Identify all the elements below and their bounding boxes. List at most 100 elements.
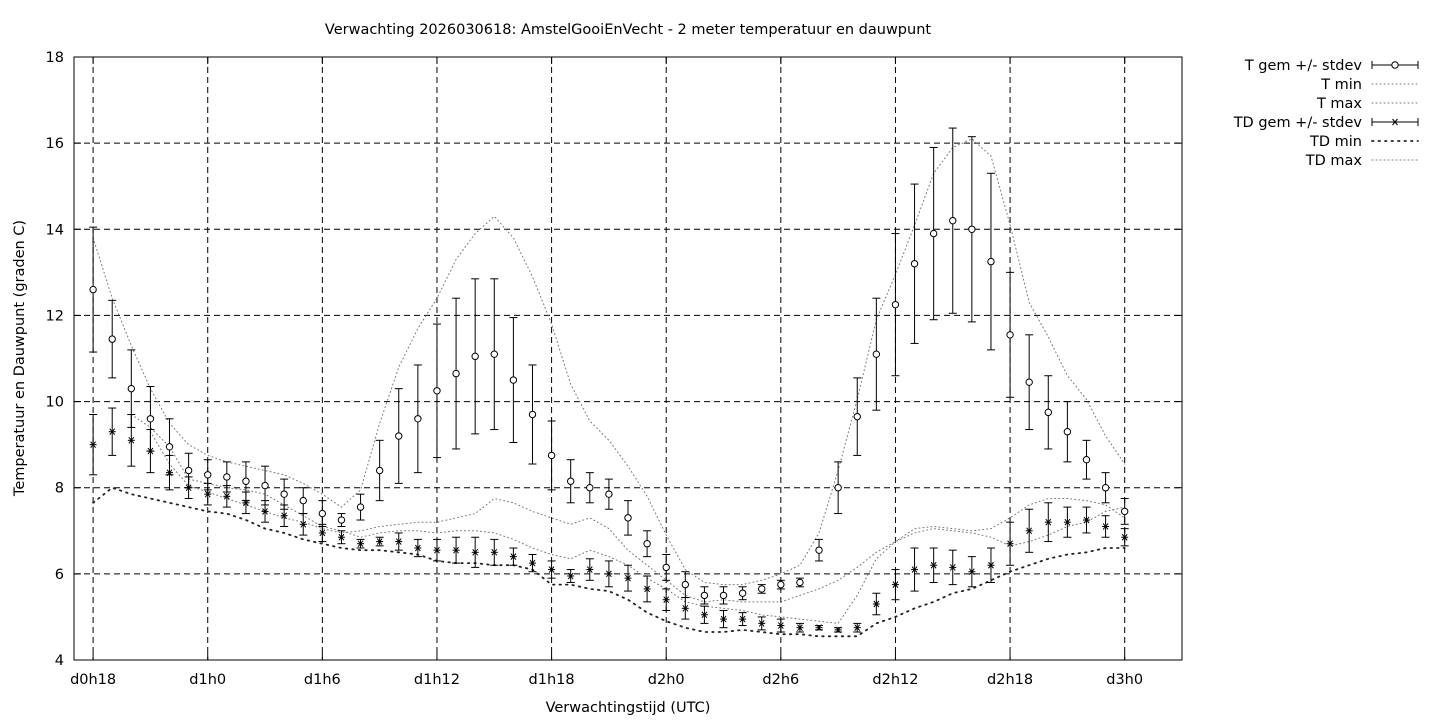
td-mean-point	[776, 618, 785, 633]
t-mean-point	[757, 584, 766, 594]
td-mean-point	[413, 538, 422, 558]
chart-title: Verwachting 2026030618: AmstelGooiEnVech…	[325, 22, 931, 38]
td-mean-point	[872, 592, 881, 616]
td-mean-point	[853, 622, 862, 633]
td-mean-point	[795, 622, 804, 633]
y-tick-label: 14	[46, 222, 64, 238]
td-mean-point	[127, 413, 136, 467]
t-mean-point	[1101, 472, 1110, 504]
t-mean-point	[1044, 375, 1053, 450]
x-tick-label: d1h0	[189, 672, 226, 688]
t-mean-point	[471, 278, 480, 435]
td-mean-point	[89, 413, 98, 476]
y-tick-label: 16	[46, 136, 64, 152]
t-mean-point	[394, 388, 403, 484]
td-mean-point	[241, 491, 250, 515]
t-mean-point	[356, 493, 365, 521]
td-mean-point	[604, 560, 613, 588]
legend-swatch	[1371, 61, 1419, 69]
td-mean-point	[910, 547, 919, 592]
td-mean-point	[471, 536, 480, 568]
t-mean-point	[566, 459, 575, 504]
td-mean-point	[1025, 508, 1034, 553]
t-mean-point	[432, 323, 441, 459]
t-mean-point	[375, 439, 384, 502]
td-mean-point	[528, 553, 537, 573]
t-mean-point	[700, 586, 709, 605]
td-mean-point	[757, 616, 766, 631]
x-tick-label: d2h12	[872, 672, 918, 688]
y-tick-label: 12	[46, 308, 64, 324]
legend-label: TD min	[1309, 134, 1362, 150]
y-tick-label: 4	[55, 653, 64, 669]
axis-ticks: 4 6 8 10 12 14 16 18 d0h18 d1h0 d1h6 d1h12 d1h18 d2h0…	[46, 50, 1182, 688]
td-mean-point	[280, 504, 289, 527]
td-mean-point	[566, 569, 575, 583]
legend: T gem +/- stdev T min T max TD gem +/- stde…	[1233, 58, 1419, 169]
t-mean-point	[776, 579, 785, 590]
td-mean-point	[719, 609, 728, 629]
y-tick-label: 6	[55, 567, 64, 583]
t-mean-point	[1025, 334, 1034, 431]
td-mean-point	[184, 476, 193, 499]
legend-label: TD gem +/- stdev	[1233, 115, 1363, 131]
legend-label: T gem +/- stdev	[1244, 58, 1363, 74]
td-mean-point	[146, 429, 155, 474]
x-tick-label: d2h18	[987, 672, 1033, 688]
td-mean-point	[375, 536, 384, 547]
td-mean-point	[203, 482, 212, 506]
t-mean-point	[604, 478, 613, 510]
td-mean-point	[738, 612, 747, 627]
t-min-line	[149, 431, 1126, 603]
t-mean-point	[528, 364, 537, 465]
t-mean-point	[490, 278, 499, 431]
x-tick-label: d1h6	[304, 672, 341, 688]
td-mean-point	[432, 538, 441, 562]
t-mean-point	[986, 172, 995, 351]
t-mean-point	[1082, 439, 1091, 480]
td-mean-point	[490, 538, 499, 566]
y-tick-label: 8	[55, 481, 64, 497]
td-mean-point	[108, 407, 117, 456]
y-tick-label: 10	[46, 395, 64, 411]
x-tick-label: d2h6	[762, 672, 799, 688]
t-mean-point	[910, 183, 919, 344]
t-mean-point	[509, 317, 518, 443]
t-mean-point	[948, 127, 957, 314]
td-mean-point	[165, 454, 174, 491]
t-mean-point	[108, 299, 117, 379]
td-mean-point	[337, 530, 346, 545]
td-mean-point	[700, 605, 709, 624]
t-mean-point	[719, 586, 728, 605]
legend-swatch	[1371, 118, 1419, 126]
td-mean-point	[547, 560, 556, 579]
td-mean-point	[1063, 506, 1072, 538]
t-mean-point	[337, 513, 346, 527]
td-mean-point	[891, 569, 900, 601]
t-mean-point	[872, 297, 881, 411]
t-mean-point	[795, 577, 804, 588]
t-mean-point	[1006, 271, 1015, 398]
t-mean-point	[834, 461, 843, 515]
td-mean-point	[624, 564, 632, 592]
td-mean-point	[986, 547, 995, 583]
td-mean-point	[815, 624, 824, 632]
td-mean-point	[643, 575, 652, 603]
x-axis-label: Verwachtingstijd (UTC)	[546, 700, 711, 716]
td-mean-point	[929, 547, 938, 583]
t-mean-point	[89, 226, 98, 353]
td-mean-point	[1101, 515, 1110, 538]
t-mean-point	[413, 364, 422, 474]
td-mean-point	[1006, 521, 1015, 566]
t-mean-point	[967, 136, 976, 323]
plot-series	[89, 127, 1129, 638]
td-mean-point	[967, 556, 976, 588]
x-tick-label: d2h0	[648, 672, 685, 688]
legend-label: TD max	[1305, 153, 1363, 169]
y-axis-label: Temperatuur en Dauwpunt (graden C)	[12, 220, 28, 497]
td-mean-point	[1044, 502, 1053, 543]
td-mean-point	[299, 513, 308, 536]
td-min-line	[92, 486, 1126, 638]
t-mean-point	[853, 377, 862, 456]
